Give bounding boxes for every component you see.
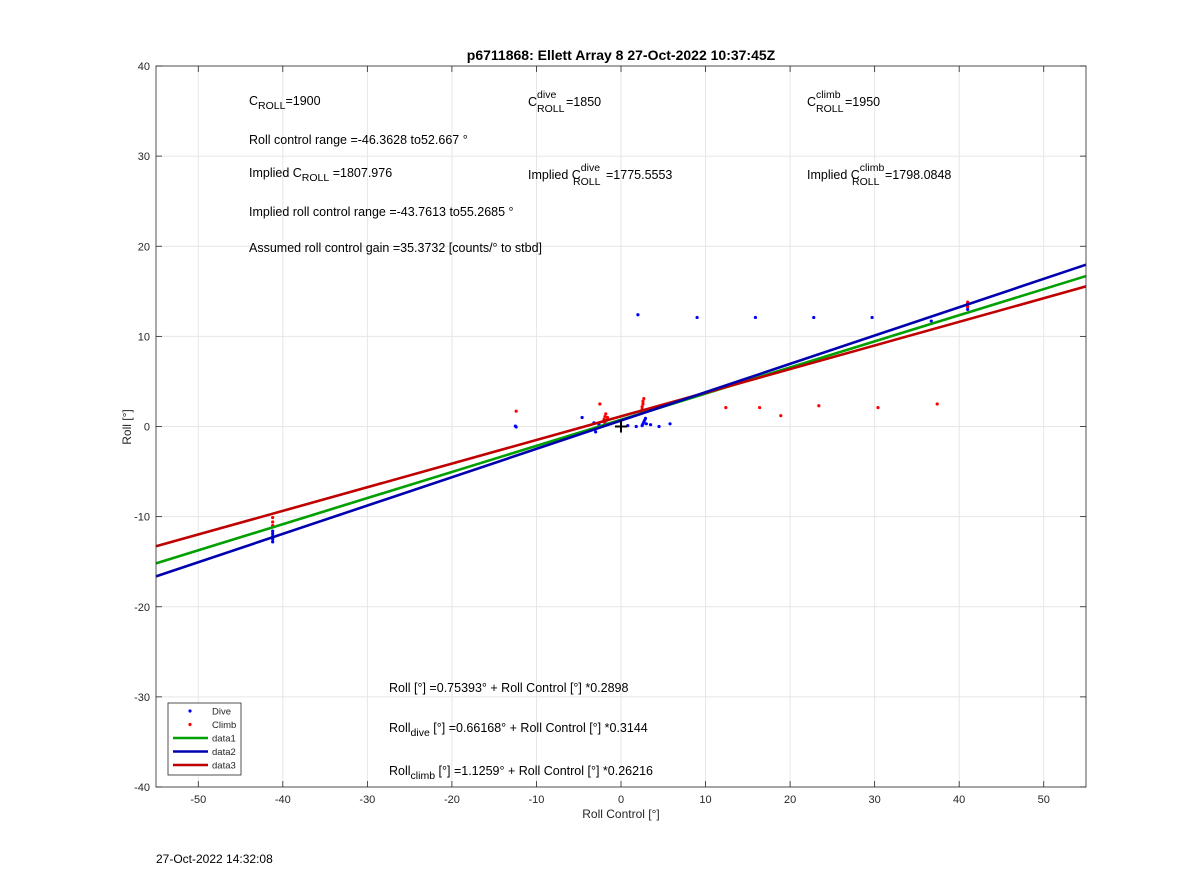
annotation-implied-c-roll-climb-sub: ROLL [852,176,880,188]
legend-label-data2: data2 [212,747,236,758]
dive-point [929,319,933,323]
origin-marker-layer [615,420,627,433]
annotation-fit-all: Roll [°] =0.75393° + Roll Control [°] *0… [389,681,629,695]
climb-point [935,402,939,406]
x-tick-label: -10 [529,794,545,806]
dive-point [634,424,638,429]
dive-point [668,422,672,426]
annotation-c-roll-climb-value: =1950 [845,95,880,109]
legend-items: Dive Climb data1 data2 data3 [173,707,236,772]
ticks: -50 -40 -30 -20 -10 0 10 20 30 40 50 -40 -30 -20 -10 0 1… [134,61,1086,806]
y-tick-label: 10 [138,331,150,343]
legend-marker-climb [188,722,192,727]
x-axis-label: Roll Control [°] [582,807,660,821]
annotation-implied-range: Implied roll control range =-43.7613 to5… [249,205,514,219]
climb-point [641,402,645,406]
x-tick-label: -50 [190,794,206,806]
y-tick-label: -30 [134,692,150,704]
dive-point [870,315,874,320]
dive-point [643,416,648,420]
legend-marker-dive [188,709,192,713]
annotation-fit-dive: Rolldive [°] =0.66168° + Roll Control [°… [389,721,648,739]
x-tick-label: -20 [444,794,460,806]
dive-point [580,415,584,420]
footer-timestamp: 27-Oct-2022 14:32:08 [156,852,273,866]
y-tick-label: -20 [134,602,150,614]
legend-label-dive: Dive [212,707,231,718]
dive-point [753,315,758,320]
x-tick-label: 30 [869,794,881,806]
climb-point [605,415,610,420]
y-tick-label: 0 [144,422,150,434]
dive-point [271,540,275,544]
x-tick-label: -30 [359,794,375,806]
x-tick-label: 0 [618,794,624,806]
y-tick-label: -40 [134,782,150,794]
annotation-c-roll-dive: Cdive [528,89,556,109]
climb-point [641,399,645,403]
annotation-implied-c-roll-dive: Implied Cdive [528,162,600,182]
dive-point [271,532,275,536]
y-tick-label: -10 [134,512,150,524]
climb-point [603,414,607,419]
dive-point [514,425,518,429]
x-tick-label: 40 [953,794,965,806]
annotation-fit-climb: Rollclimb [°] =1.1259° + Roll Control [°… [389,764,653,782]
dive-point [657,424,661,429]
dive-point [594,430,598,434]
legend-label-data1: data1 [212,734,236,745]
annotation-c-roll-climb: Cclimb [807,89,841,109]
annotation-implied-c-roll-climb: Implied Cclimb [807,162,884,182]
climb-point [640,405,644,409]
annotation-c-roll-climb-sub: ROLL [816,103,844,115]
climb-point [876,405,880,410]
climb-point [817,404,821,408]
legend-label-data3: data3 [212,761,236,772]
y-axis-label: Roll [°] [120,409,134,444]
climb-point [271,520,275,524]
dive-point [271,529,275,533]
annotation-c-roll: CROLL=1900 [249,94,321,112]
dive-point [812,315,816,320]
climb-point [642,396,646,401]
x-tick-label: -40 [275,794,291,806]
y-tick-label: 40 [138,61,150,73]
chart-title: p6711868: Ellett Array 8 27-Oct-2022 10:… [467,47,776,63]
dive-point [966,307,970,311]
climb-point [758,405,762,410]
annotation-c-roll-dive-sub: ROLL [537,103,565,115]
dive-point [648,423,653,427]
climb-point [514,409,518,413]
annotation-implied-c-roll-dive-value: =1775.5553 [606,168,672,182]
climb-point [604,412,608,416]
dive-point [636,313,640,317]
annotation-roll-range: Roll control range =-46.3628 to52.667 ° [249,133,468,147]
y-tick-label: 30 [138,151,150,163]
x-tick-label: 50 [1038,794,1050,806]
x-tick-label: 20 [784,794,796,806]
annotation-c-roll-dive-value: =1850 [566,95,601,109]
legend: Dive Climb data1 data2 data3 [167,702,242,776]
climb-point [271,515,275,520]
legend-label-climb: Climb [212,720,236,731]
climb-point [724,405,728,410]
x-tick-label: 10 [699,794,711,806]
dive-point [644,422,648,426]
climb-point [598,402,602,406]
annotation-implied-c-roll: Implied CROLL =1807.976 [249,166,392,184]
y-tick-label: 20 [138,241,150,253]
annotation-implied-c-roll-climb-value: =1798.0848 [885,168,951,182]
dive-point [695,315,699,320]
annotation-implied-c-roll-dive-sub: ROLL [573,176,601,188]
fit-line-data3 [155,285,1087,548]
climb-point [779,414,783,418]
annotation-assumed-gain: Assumed roll control gain =35.3732 [coun… [249,241,542,255]
